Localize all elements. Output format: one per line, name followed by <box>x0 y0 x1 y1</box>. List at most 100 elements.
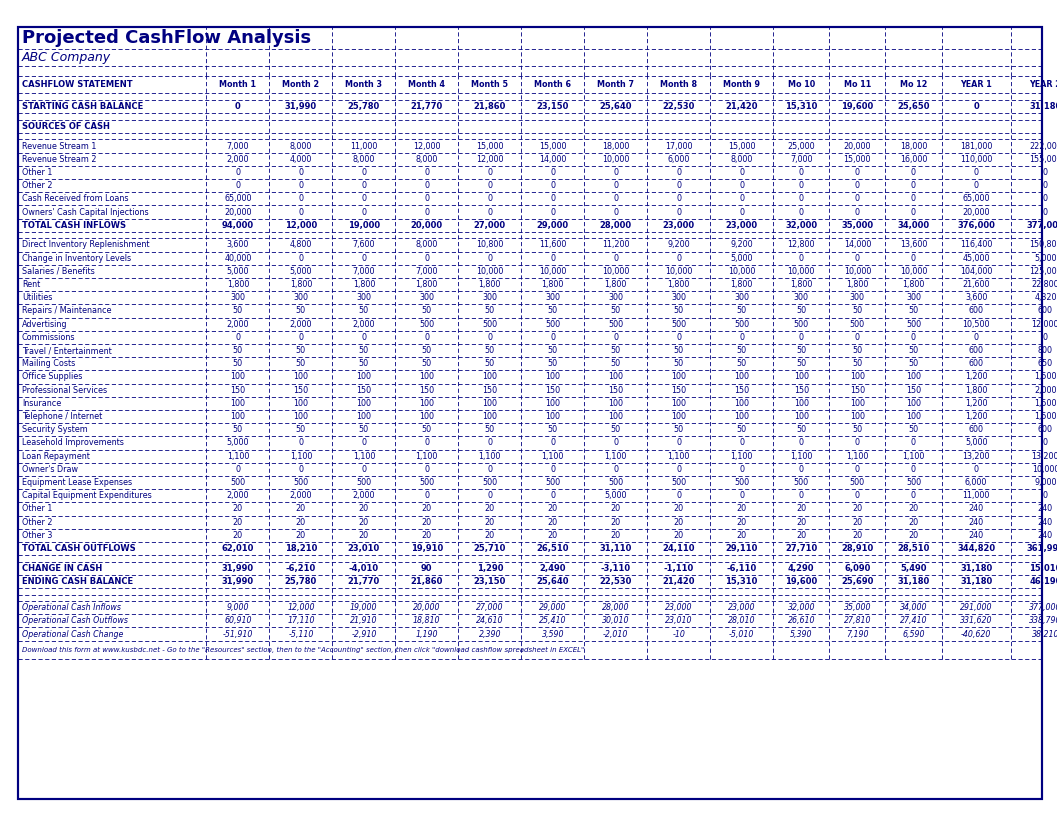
Text: Professional Services: Professional Services <box>22 386 107 395</box>
Text: -51,910: -51,910 <box>223 630 253 639</box>
Text: YEAR 2: YEAR 2 <box>1030 80 1057 89</box>
Text: 25,640: 25,640 <box>599 102 632 111</box>
Text: 500: 500 <box>420 478 434 487</box>
Text: 7,000: 7,000 <box>790 154 813 163</box>
Text: 20: 20 <box>548 531 558 540</box>
Text: 27,410: 27,410 <box>900 616 927 625</box>
Text: 0: 0 <box>424 491 429 500</box>
Text: 0: 0 <box>487 439 493 448</box>
Text: 0: 0 <box>799 208 803 217</box>
Text: 0: 0 <box>361 465 367 474</box>
Text: 377,000: 377,000 <box>1026 221 1057 230</box>
Text: 62,010: 62,010 <box>222 544 254 553</box>
Text: 20: 20 <box>296 504 305 513</box>
Text: 17,000: 17,000 <box>665 141 692 150</box>
Text: 155,000: 155,000 <box>1030 154 1057 163</box>
Text: 2,000: 2,000 <box>290 491 312 500</box>
Text: 1,100: 1,100 <box>790 452 813 461</box>
Text: 60,910: 60,910 <box>224 616 252 625</box>
Text: 19,910: 19,910 <box>411 544 443 553</box>
Text: 0: 0 <box>424 208 429 217</box>
Text: -5,110: -5,110 <box>289 630 314 639</box>
Text: 9,000: 9,000 <box>1034 478 1057 487</box>
Text: 50: 50 <box>233 425 243 434</box>
Text: 38,210: 38,210 <box>1032 630 1057 639</box>
Text: 15,010: 15,010 <box>1030 564 1057 573</box>
Text: 50: 50 <box>548 359 558 368</box>
Text: 20: 20 <box>673 531 684 540</box>
Text: 14,000: 14,000 <box>843 240 871 249</box>
Text: 12,800: 12,800 <box>787 240 815 249</box>
Text: 20: 20 <box>422 518 432 527</box>
Text: CHANGE IN CASH: CHANGE IN CASH <box>22 564 103 573</box>
Text: 10,000: 10,000 <box>843 267 871 276</box>
Text: 0: 0 <box>739 491 744 500</box>
Text: 100: 100 <box>735 399 749 408</box>
Text: 50: 50 <box>796 306 806 315</box>
Text: 7,000: 7,000 <box>226 141 249 150</box>
Text: 20: 20 <box>737 531 747 540</box>
Text: 0: 0 <box>676 168 681 177</box>
Text: 150: 150 <box>420 386 434 395</box>
Text: 23,010: 23,010 <box>665 616 692 625</box>
Text: 50: 50 <box>673 346 684 355</box>
Text: 0: 0 <box>424 253 429 262</box>
Text: 0: 0 <box>739 168 744 177</box>
Text: 361,990: 361,990 <box>1026 544 1057 553</box>
Text: 100: 100 <box>794 399 809 408</box>
Text: 0: 0 <box>799 253 803 262</box>
Text: 20: 20 <box>908 531 919 540</box>
Text: 0: 0 <box>855 333 860 342</box>
Text: 20,000: 20,000 <box>411 221 443 230</box>
Text: 19,600: 19,600 <box>785 577 817 586</box>
Text: 500: 500 <box>906 478 921 487</box>
Text: Month 2: Month 2 <box>282 80 319 89</box>
Text: 50: 50 <box>737 425 747 434</box>
Text: 181,000: 181,000 <box>960 141 993 150</box>
Text: 31,990: 31,990 <box>222 577 254 586</box>
Text: 0: 0 <box>361 168 367 177</box>
Text: 21,420: 21,420 <box>663 577 696 586</box>
Text: Revenue Stream 1: Revenue Stream 1 <box>22 141 96 150</box>
Text: 9,000: 9,000 <box>226 603 249 612</box>
Text: 10,800: 10,800 <box>476 240 503 249</box>
Text: Month 7: Month 7 <box>597 80 634 89</box>
Text: 65,000: 65,000 <box>963 194 990 203</box>
Text: 240: 240 <box>968 518 984 527</box>
Text: 500: 500 <box>356 478 371 487</box>
Text: 0: 0 <box>424 465 429 474</box>
Text: Repairs / Maintenance: Repairs / Maintenance <box>22 306 111 315</box>
Text: 1,500: 1,500 <box>1034 373 1057 382</box>
Text: 10,000: 10,000 <box>602 267 630 276</box>
Text: TOTAL CASH OUTFLOWS: TOTAL CASH OUTFLOWS <box>22 544 135 553</box>
Text: -40,620: -40,620 <box>961 630 991 639</box>
Text: 0: 0 <box>424 439 429 448</box>
Text: 4,320: 4,320 <box>1034 293 1057 302</box>
Text: 22,800: 22,800 <box>1032 280 1057 289</box>
Text: 31,180: 31,180 <box>960 564 993 573</box>
Text: 5,000: 5,000 <box>730 253 753 262</box>
Text: 100: 100 <box>608 373 624 382</box>
Text: 600: 600 <box>968 359 984 368</box>
Text: 20: 20 <box>611 504 620 513</box>
Text: 0: 0 <box>551 181 555 190</box>
Text: 20: 20 <box>796 504 806 513</box>
Text: 50: 50 <box>485 359 495 368</box>
Text: 12,000: 12,000 <box>1032 319 1057 328</box>
Text: 50: 50 <box>908 306 919 315</box>
Text: 1,100: 1,100 <box>541 452 564 461</box>
Text: 10,000: 10,000 <box>539 267 567 276</box>
Text: 2,000: 2,000 <box>290 319 312 328</box>
Text: 0: 0 <box>613 333 618 342</box>
Text: 50: 50 <box>611 346 620 355</box>
Text: 500: 500 <box>482 319 498 328</box>
Text: 50: 50 <box>422 306 432 315</box>
Text: 1,800: 1,800 <box>847 280 869 289</box>
Text: 0: 0 <box>676 491 681 500</box>
Text: 0: 0 <box>676 253 681 262</box>
Text: Month 4: Month 4 <box>408 80 445 89</box>
Text: 500: 500 <box>850 478 865 487</box>
Text: 2,490: 2,490 <box>539 564 567 573</box>
Text: Mo 12: Mo 12 <box>900 80 927 89</box>
Text: 7,000: 7,000 <box>353 267 375 276</box>
